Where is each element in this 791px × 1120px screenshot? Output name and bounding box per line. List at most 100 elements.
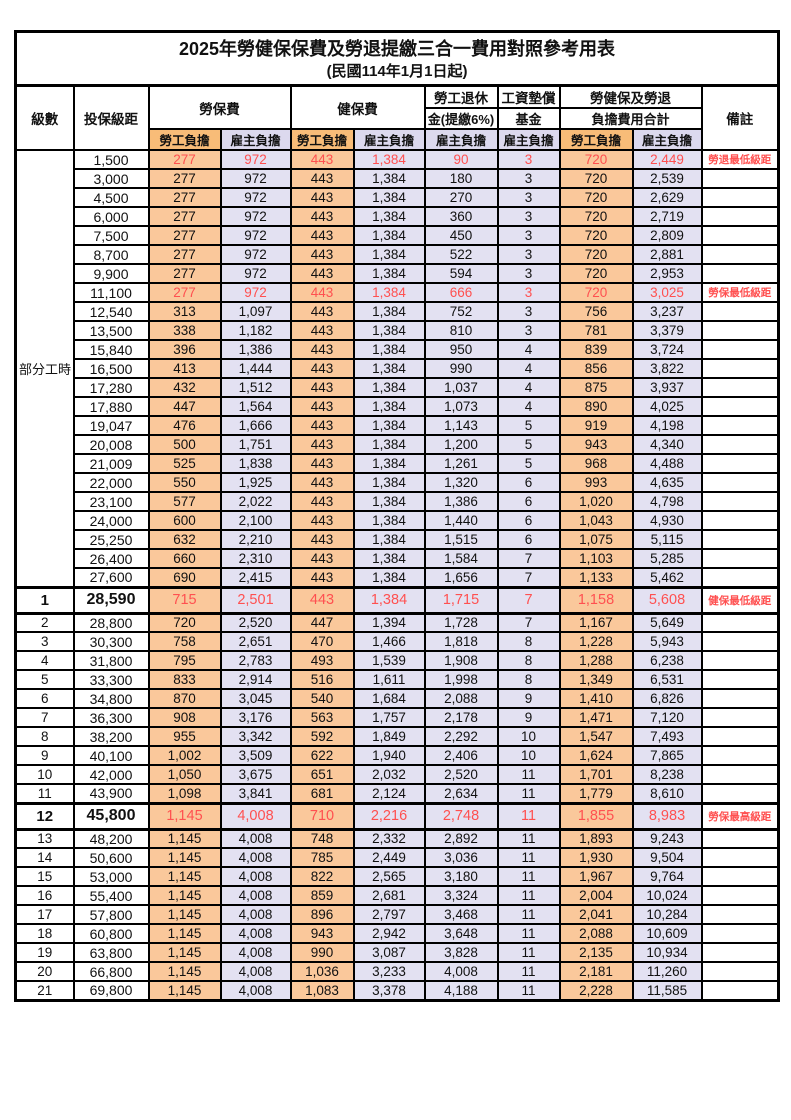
table-body: 部分工時 1,500 277 972 443 1,384 90 3 720 2,… [14,149,780,1001]
cell-health-employee: 651 [289,764,355,785]
cell-bracket: 20,008 [72,434,150,455]
cell-labor-employee: 690 [147,567,222,588]
cell-health-employee: 443 [289,263,355,284]
cell-total-employer: 11,585 [631,980,703,1001]
cell-labor-employer: 3,045 [219,688,292,709]
cell-bracket: 66,800 [72,961,150,982]
col-header-bracket: 投保級距 [72,84,150,151]
cell-total-employee: 1,547 [558,726,634,747]
cell-labor-employee: 338 [147,320,222,341]
cell-pension-employer: 1,998 [423,669,499,690]
cell-pension-employer: 1,037 [423,377,499,398]
table-row: 4 31,800 795 2,783 493 1,539 1,908 8 1,2… [14,650,780,671]
cell-total-employer: 5,462 [631,567,703,588]
cell-bracket: 17,880 [72,396,150,417]
cell-health-employee: 681 [289,783,355,804]
cell-total-employee: 1,043 [558,510,634,531]
cell-labor-employee: 413 [147,358,222,379]
cell-labor-employee: 1,145 [147,885,222,906]
col-header-level: 級數 [14,84,75,151]
cell-total-employee: 1,471 [558,707,634,728]
cell-health-employee: 859 [289,885,355,906]
cell-health-employee: 443 [289,225,355,246]
cell-total-employer: 5,943 [631,631,703,652]
cell-bracket: 55,400 [72,885,150,906]
table-row: 17,880 447 1,564 443 1,384 1,073 4 890 4… [16,396,780,417]
cell-level: 10 [14,764,75,785]
cell-bracket: 15,840 [72,339,150,360]
table-row: 10 42,000 1,050 3,675 651 2,032 2,520 11… [14,764,780,785]
cell-bracket: 53,000 [72,866,150,887]
table-row: 2 28,800 720 2,520 447 1,394 1,728 7 1,1… [14,612,780,633]
cell-health-employer: 1,384 [352,168,426,189]
cell-health-employee: 443 [289,434,355,455]
cell-fund-employer: 6 [496,510,561,531]
cell-total-employee: 1,624 [558,745,634,766]
cell-bracket: 11,100 [72,282,150,303]
cell-remark [700,650,780,671]
table-row: 3 30,300 758 2,651 470 1,466 1,818 8 1,2… [14,631,780,652]
cell-labor-employee: 720 [147,612,222,633]
table-row: 17,280 432 1,512 443 1,384 1,037 4 875 3… [16,377,780,398]
col-header-health-fee: 健保費 [289,84,426,130]
cell-health-employer: 1,466 [352,631,426,652]
cell-remark [700,904,780,925]
col-header-pension-line1: 勞工退休 [423,84,499,109]
subheader-health-employer: 雇主負擔 [352,128,426,151]
cell-remark [700,358,780,379]
cell-labor-employee: 1,002 [147,745,222,766]
cell-remark: 勞退最低級距 [700,149,780,170]
cell-pension-employer: 1,818 [423,631,499,652]
cell-total-employee: 1,158 [558,585,634,615]
cell-remark [700,453,780,474]
cell-total-employee: 839 [558,339,634,360]
cell-total-employer: 10,934 [631,942,703,963]
cell-bracket: 36,300 [72,707,150,728]
cell-labor-employer: 4,008 [219,828,292,849]
cell-total-employee: 781 [558,320,634,341]
cell-health-employer: 2,681 [352,885,426,906]
cell-remark [700,923,780,944]
cell-fund-employer: 11 [496,923,561,944]
cell-remark [700,726,780,747]
cell-labor-employer: 4,008 [219,904,292,925]
cell-total-employer: 4,798 [631,491,703,512]
cell-remark [700,472,780,493]
cell-fund-employer: 11 [496,866,561,887]
cell-bracket: 23,100 [72,491,150,512]
cell-total-employer: 2,629 [631,187,703,208]
cell-total-employee: 720 [558,168,634,189]
cell-total-employer: 3,822 [631,358,703,379]
cell-bracket: 13,500 [72,320,150,341]
table-row: 12 45,800 1,145 4,008 710 2,216 2,748 11… [14,801,780,831]
cell-labor-employee: 525 [147,453,222,474]
cell-total-employer: 4,025 [631,396,703,417]
cell-labor-employer: 2,651 [219,631,292,652]
cell-labor-employee: 550 [147,472,222,493]
cell-fund-employer: 5 [496,434,561,455]
cell-health-employer: 1,384 [352,453,426,474]
cell-total-employee: 1,893 [558,828,634,849]
cell-pension-employer: 1,584 [423,548,499,569]
cell-labor-employee: 1,145 [147,828,222,849]
cell-total-employee: 756 [558,301,634,322]
cell-health-employer: 2,942 [352,923,426,944]
cell-total-employer: 8,238 [631,764,703,785]
cell-labor-employer: 972 [219,168,292,189]
subheader-health-employee: 勞工負擔 [289,128,355,151]
cell-level: 11 [14,783,75,804]
cell-total-employee: 943 [558,434,634,455]
cell-pension-employer: 522 [423,244,499,265]
table-row: 18 60,800 1,145 4,008 943 2,942 3,648 11… [14,923,780,944]
cell-health-employer: 1,757 [352,707,426,728]
cell-pension-employer: 1,715 [423,585,499,615]
cell-remark [700,980,780,1001]
cell-labor-employee: 908 [147,707,222,728]
cell-bracket: 33,300 [72,669,150,690]
table-row: 15 53,000 1,145 4,008 822 2,565 3,180 11… [14,866,780,887]
subheader-pension-employer: 雇主負擔 [423,128,499,151]
cell-level: 18 [14,923,75,944]
cell-remark [700,339,780,360]
cell-labor-employee: 1,145 [147,942,222,963]
table-row: 13 48,200 1,145 4,008 748 2,332 2,892 11… [14,828,780,849]
